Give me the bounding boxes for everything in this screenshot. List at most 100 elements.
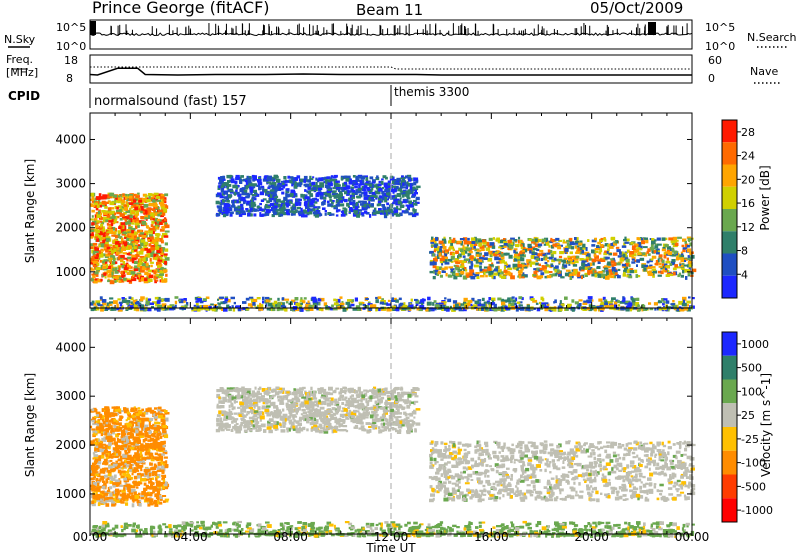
- heatmap-cell: [93, 279, 98, 284]
- heatmap-cell: [498, 260, 502, 264]
- heatmap-cell: [416, 185, 421, 189]
- heatmap-cell: [457, 240, 462, 244]
- heatmap-cell: [265, 303, 268, 307]
- heatmap-cell: [99, 231, 103, 236]
- heatmap-cell: [507, 297, 512, 300]
- heatmap-cell: [347, 299, 352, 302]
- heatmap-cell: [111, 493, 117, 497]
- heatmap-cell: [521, 274, 526, 277]
- heatmap-cell: [459, 265, 465, 268]
- heatmap-cell: [354, 297, 358, 302]
- heatmap-cell: [153, 463, 157, 466]
- heatmap-cell: [587, 262, 591, 266]
- heatmap-cell: [221, 199, 226, 203]
- heatmap-cell: [107, 252, 111, 255]
- heatmap-cell: [436, 302, 440, 306]
- heatmap-cell: [284, 211, 287, 216]
- heatmap-cell: [164, 242, 168, 246]
- heatmap-cell: [637, 304, 640, 307]
- heatmap-cell: [360, 212, 365, 216]
- heatmap-cell: [147, 298, 152, 301]
- heatmap-cell: [560, 303, 565, 307]
- heatmap-cell: [599, 304, 604, 308]
- heatmap-cell: [163, 200, 167, 204]
- heatmap-cell: [141, 428, 144, 431]
- heatmap-cell: [195, 302, 199, 306]
- heatmap-cell: [533, 271, 538, 275]
- heatmap-cell: [238, 308, 242, 311]
- heatmap-cell: [608, 253, 612, 256]
- heatmap-cell: [121, 195, 126, 198]
- heatmap-cell: [395, 209, 398, 213]
- heatmap-cell: [153, 210, 156, 214]
- heatmap-cell: [448, 239, 452, 243]
- heatmap-cell: [332, 200, 335, 203]
- heatmap-cell: [96, 262, 100, 266]
- heatmap-cell: [622, 265, 626, 268]
- heatmap-cell: [264, 207, 267, 211]
- heatmap-cell: [569, 261, 572, 264]
- heatmap-cell: [646, 250, 650, 254]
- heatmap-cell: [478, 239, 482, 243]
- heatmap-cell: [96, 252, 100, 257]
- heatmap-cell: [159, 238, 163, 242]
- heatmap-cell: [663, 298, 668, 301]
- heatmap-cell: [286, 210, 289, 213]
- heatmap-cell: [610, 260, 615, 264]
- heatmap-cell: [137, 275, 143, 280]
- heatmap-cell: [111, 226, 116, 231]
- heatmap-cell: [138, 199, 143, 203]
- heatmap-cell: [307, 300, 310, 304]
- heatmap-cell: [229, 212, 234, 215]
- heatmap-cell: [106, 201, 109, 204]
- heatmap-cell: [95, 307, 100, 311]
- heatmap-cell: [388, 208, 391, 213]
- heatmap-cell: [662, 268, 665, 273]
- heatmap-cell: [554, 268, 558, 273]
- heatmap-cell: [686, 245, 690, 248]
- heatmap-cell: [470, 237, 476, 241]
- heatmap-cell: [474, 236, 477, 240]
- heatmap-cell: [252, 186, 256, 189]
- heatmap-cell: [137, 244, 141, 247]
- heatmap-cell: [391, 297, 394, 301]
- heatmap-cell: [335, 298, 341, 303]
- heatmap-cell: [97, 456, 100, 459]
- heatmap-cell: [277, 302, 281, 307]
- heatmap-cell: [339, 296, 343, 299]
- heatmap-cell: [669, 273, 674, 277]
- heatmap-cell: [453, 304, 457, 309]
- heatmap-cell: [636, 237, 640, 240]
- heatmap-cell: [680, 251, 683, 255]
- heatmap-cell: [484, 303, 487, 308]
- heatmap-cell: [355, 205, 359, 209]
- heatmap-cell: [217, 209, 221, 212]
- heatmap-cell: [246, 307, 250, 311]
- heatmap-cell: [164, 278, 168, 283]
- heatmap-cell: [130, 301, 135, 305]
- heatmap-cell: [324, 184, 330, 188]
- heatmap-cell: [654, 263, 658, 266]
- heatmap-cell: [242, 199, 247, 203]
- heatmap-cell: [584, 272, 589, 276]
- heatmap-cell: [165, 460, 168, 464]
- heatmap-cell: [249, 186, 254, 190]
- heatmap-cell: [223, 196, 229, 199]
- heatmap-cell: [412, 202, 417, 206]
- heatmap-cell: [518, 275, 521, 279]
- heatmap-cell: [410, 298, 413, 302]
- heatmap-cell: [224, 182, 229, 186]
- heatmap-cell: [386, 303, 391, 306]
- heatmap-cell: [235, 212, 239, 215]
- heatmap-cell: [527, 243, 532, 248]
- heatmap-cell: [90, 307, 95, 312]
- power-colorbar-label: Power [dB]: [758, 165, 772, 230]
- heatmap-cell: [483, 271, 486, 276]
- heatmap-cell: [642, 252, 646, 256]
- heatmap-cell: [365, 177, 369, 182]
- heatmap-cell: [329, 182, 333, 187]
- heatmap-cell: [351, 301, 354, 304]
- heatmap-cell: [154, 212, 160, 216]
- heatmap-cell: [486, 241, 490, 246]
- heatmap-cell: [94, 250, 99, 253]
